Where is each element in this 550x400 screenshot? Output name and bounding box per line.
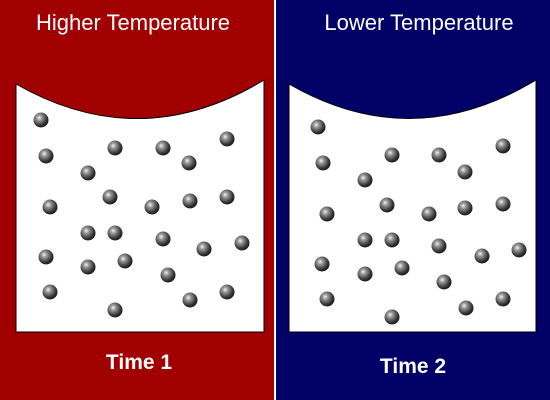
left-particle — [219, 189, 235, 205]
right-particles — [310, 119, 527, 325]
right-particle — [431, 147, 447, 163]
left-particle — [107, 225, 123, 241]
left-particle — [80, 259, 96, 275]
left-particle — [42, 284, 58, 300]
left-particle — [42, 199, 58, 215]
right-particle — [474, 248, 490, 264]
left-particle — [38, 249, 54, 265]
right-particle — [384, 232, 400, 248]
left-particle — [38, 148, 54, 164]
right-particle — [315, 155, 331, 171]
left-particle — [155, 140, 171, 156]
right-particle — [379, 197, 395, 213]
left-particle — [144, 199, 160, 215]
left-particle — [160, 267, 176, 283]
left-particle — [219, 284, 235, 300]
left-particle — [196, 241, 212, 257]
right-particle — [310, 119, 326, 135]
left-particle — [107, 302, 123, 318]
panel-divider — [274, 0, 276, 400]
right-particle — [394, 260, 410, 276]
right-particle — [457, 200, 473, 216]
left-panel-caption: Time 1 — [106, 351, 172, 374]
right-particle — [384, 147, 400, 163]
left-particle — [182, 292, 198, 308]
left-particle — [234, 235, 250, 251]
right-particle — [314, 256, 330, 272]
right-panel-caption: Time 2 — [380, 355, 446, 378]
right-particle — [436, 274, 452, 290]
left-particle — [219, 131, 235, 147]
right-particle — [319, 206, 335, 222]
right-particle — [511, 242, 527, 258]
right-panel-title: Lower Temperature — [324, 10, 513, 35]
right-particle — [421, 206, 437, 222]
left-particles — [33, 112, 250, 318]
right-particle — [357, 232, 373, 248]
left-particle — [155, 231, 171, 247]
right-particle — [357, 266, 373, 282]
left-particle — [102, 189, 118, 205]
left-container — [15, 79, 265, 333]
left-particle — [181, 155, 197, 171]
right-particle — [431, 238, 447, 254]
right-particle — [457, 164, 473, 180]
left-particle — [182, 193, 198, 209]
right-particle — [495, 291, 511, 307]
left-panel-title: Higher Temperature — [36, 10, 230, 35]
right-particle — [384, 309, 400, 325]
left-particle — [80, 225, 96, 241]
right-container — [288, 79, 537, 333]
right-particle — [458, 300, 474, 316]
left-particle — [80, 165, 96, 181]
right-particle — [357, 172, 373, 188]
right-particle — [495, 138, 511, 154]
left-particle — [117, 253, 133, 269]
right-particle — [495, 196, 511, 212]
left-particle — [33, 112, 49, 128]
right-particle — [319, 291, 335, 307]
left-particle — [107, 140, 123, 156]
